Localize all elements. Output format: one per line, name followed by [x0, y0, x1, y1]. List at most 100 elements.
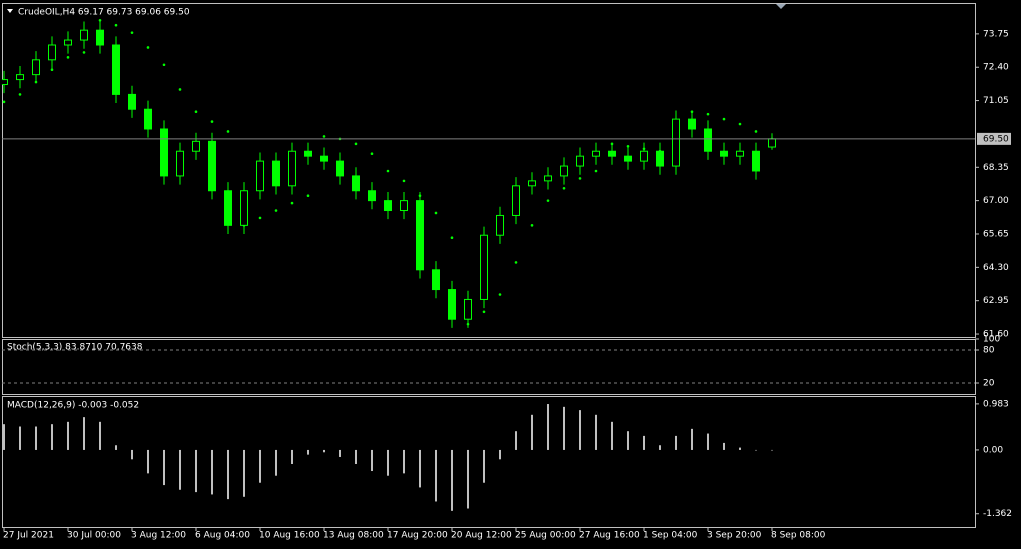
candle-body — [288, 150, 296, 187]
macd-bar — [643, 435, 645, 450]
macd-bar — [691, 428, 693, 450]
sar-dot — [194, 110, 198, 113]
macd-bar — [611, 421, 613, 450]
stoch-title: Stoch(5,3,3) 83.8710 70.7638 — [7, 343, 143, 353]
macd-bar — [211, 449, 213, 495]
macd-bar — [339, 449, 341, 457]
candle-body — [240, 190, 248, 226]
macd-bar — [115, 445, 117, 450]
macd-bar — [307, 449, 309, 455]
macd-bar — [547, 404, 549, 450]
macd-bar — [515, 431, 517, 450]
shift-marker[interactable] — [776, 4, 786, 9]
y-tick-label: 20 — [983, 379, 995, 389]
macd-bar — [435, 449, 437, 502]
macd-bar — [707, 433, 709, 450]
candle-body — [704, 128, 712, 152]
stoch-panel-frame — [2, 339, 976, 395]
sar-dot — [274, 209, 278, 212]
candle-body — [256, 160, 264, 192]
sar-dot — [706, 112, 710, 116]
sar-dot — [306, 194, 310, 197]
sar-dot — [66, 56, 70, 59]
candle-body — [192, 140, 200, 152]
macd-bar — [483, 449, 485, 483]
menu-arrow[interactable] — [7, 9, 13, 13]
macd-bar — [387, 449, 389, 476]
candle-body — [128, 93, 136, 110]
y-tick-label: 100 — [983, 335, 1000, 345]
macd-bar — [467, 449, 469, 509]
bid-label: 69.50 — [983, 134, 1009, 144]
y-tick-label: 62.95 — [983, 296, 1009, 306]
macd-bar — [3, 424, 5, 450]
sar-dot — [562, 186, 566, 190]
y-tick-label: -1.362 — [983, 509, 1012, 519]
y-tick-label: 73.75 — [983, 29, 1009, 39]
sar-dot — [578, 177, 582, 180]
macd-bar — [291, 449, 293, 464]
candle-body — [752, 150, 760, 172]
x-tick-label: 1 Sep 04:00 — [643, 531, 698, 541]
macd-panel-frame — [2, 396, 976, 528]
macd-bar — [403, 449, 405, 474]
sar-dot — [754, 130, 758, 133]
macd-bar — [35, 426, 37, 450]
candle-body — [544, 175, 552, 182]
macd-bar — [131, 449, 133, 460]
macd-bar — [531, 414, 533, 450]
sar-dot — [434, 211, 438, 215]
candle-body — [112, 44, 120, 95]
candle-body — [560, 165, 568, 177]
candle-body — [656, 150, 664, 167]
sar-dot — [290, 201, 294, 205]
macd-bar — [499, 449, 501, 460]
candle-body — [16, 74, 24, 81]
candle-body — [320, 155, 328, 162]
sar-dot — [322, 135, 326, 138]
y-tick-label: 64.30 — [983, 263, 1009, 273]
candle-body — [640, 150, 648, 162]
candle-body — [416, 200, 424, 271]
x-tick-label: 30 Jul 00:00 — [67, 531, 121, 541]
sar-dot — [498, 293, 502, 296]
candle-body — [528, 180, 536, 187]
x-tick-label: 13 Aug 08:00 — [323, 531, 384, 541]
macd-bar — [755, 449, 757, 451]
sar-dot — [738, 122, 742, 126]
macd-bar — [579, 410, 581, 450]
sar-dot — [370, 152, 374, 155]
macd-bar — [99, 421, 101, 450]
macd-bar — [355, 449, 357, 464]
y-tick-label: 61.60 — [983, 330, 1009, 340]
candle-body — [224, 190, 232, 226]
candle-body — [448, 289, 456, 320]
sar-dot — [546, 199, 550, 202]
candle-body — [592, 150, 600, 157]
sar-dot — [210, 120, 214, 123]
sar-dot — [130, 31, 134, 34]
sar-dot — [530, 224, 534, 227]
x-tick-label: 3 Sep 20:00 — [707, 531, 762, 541]
y-tick-label: 0.00 — [983, 445, 1003, 455]
candle-body — [768, 138, 776, 148]
sar-dot — [354, 142, 358, 146]
x-tick-label: 20 Aug 12:00 — [451, 531, 512, 541]
bid-label-box — [977, 132, 1011, 145]
macd-bar — [51, 424, 53, 450]
macd-title: MACD(12,26,9) -0.003 -0.052 — [7, 401, 139, 411]
x-tick-label: 6 Aug 04:00 — [195, 531, 250, 541]
macd-bar — [563, 406, 565, 450]
sar-dot — [386, 169, 390, 173]
sar-dot — [514, 261, 518, 264]
candle-body — [432, 269, 440, 291]
main-panel-frame — [2, 3, 976, 338]
sar-dot — [594, 169, 598, 173]
candle-body — [144, 108, 152, 130]
candle-body — [624, 155, 632, 162]
macd-bar — [19, 426, 21, 450]
macd-bar — [323, 449, 325, 453]
candle-body — [48, 44, 56, 61]
